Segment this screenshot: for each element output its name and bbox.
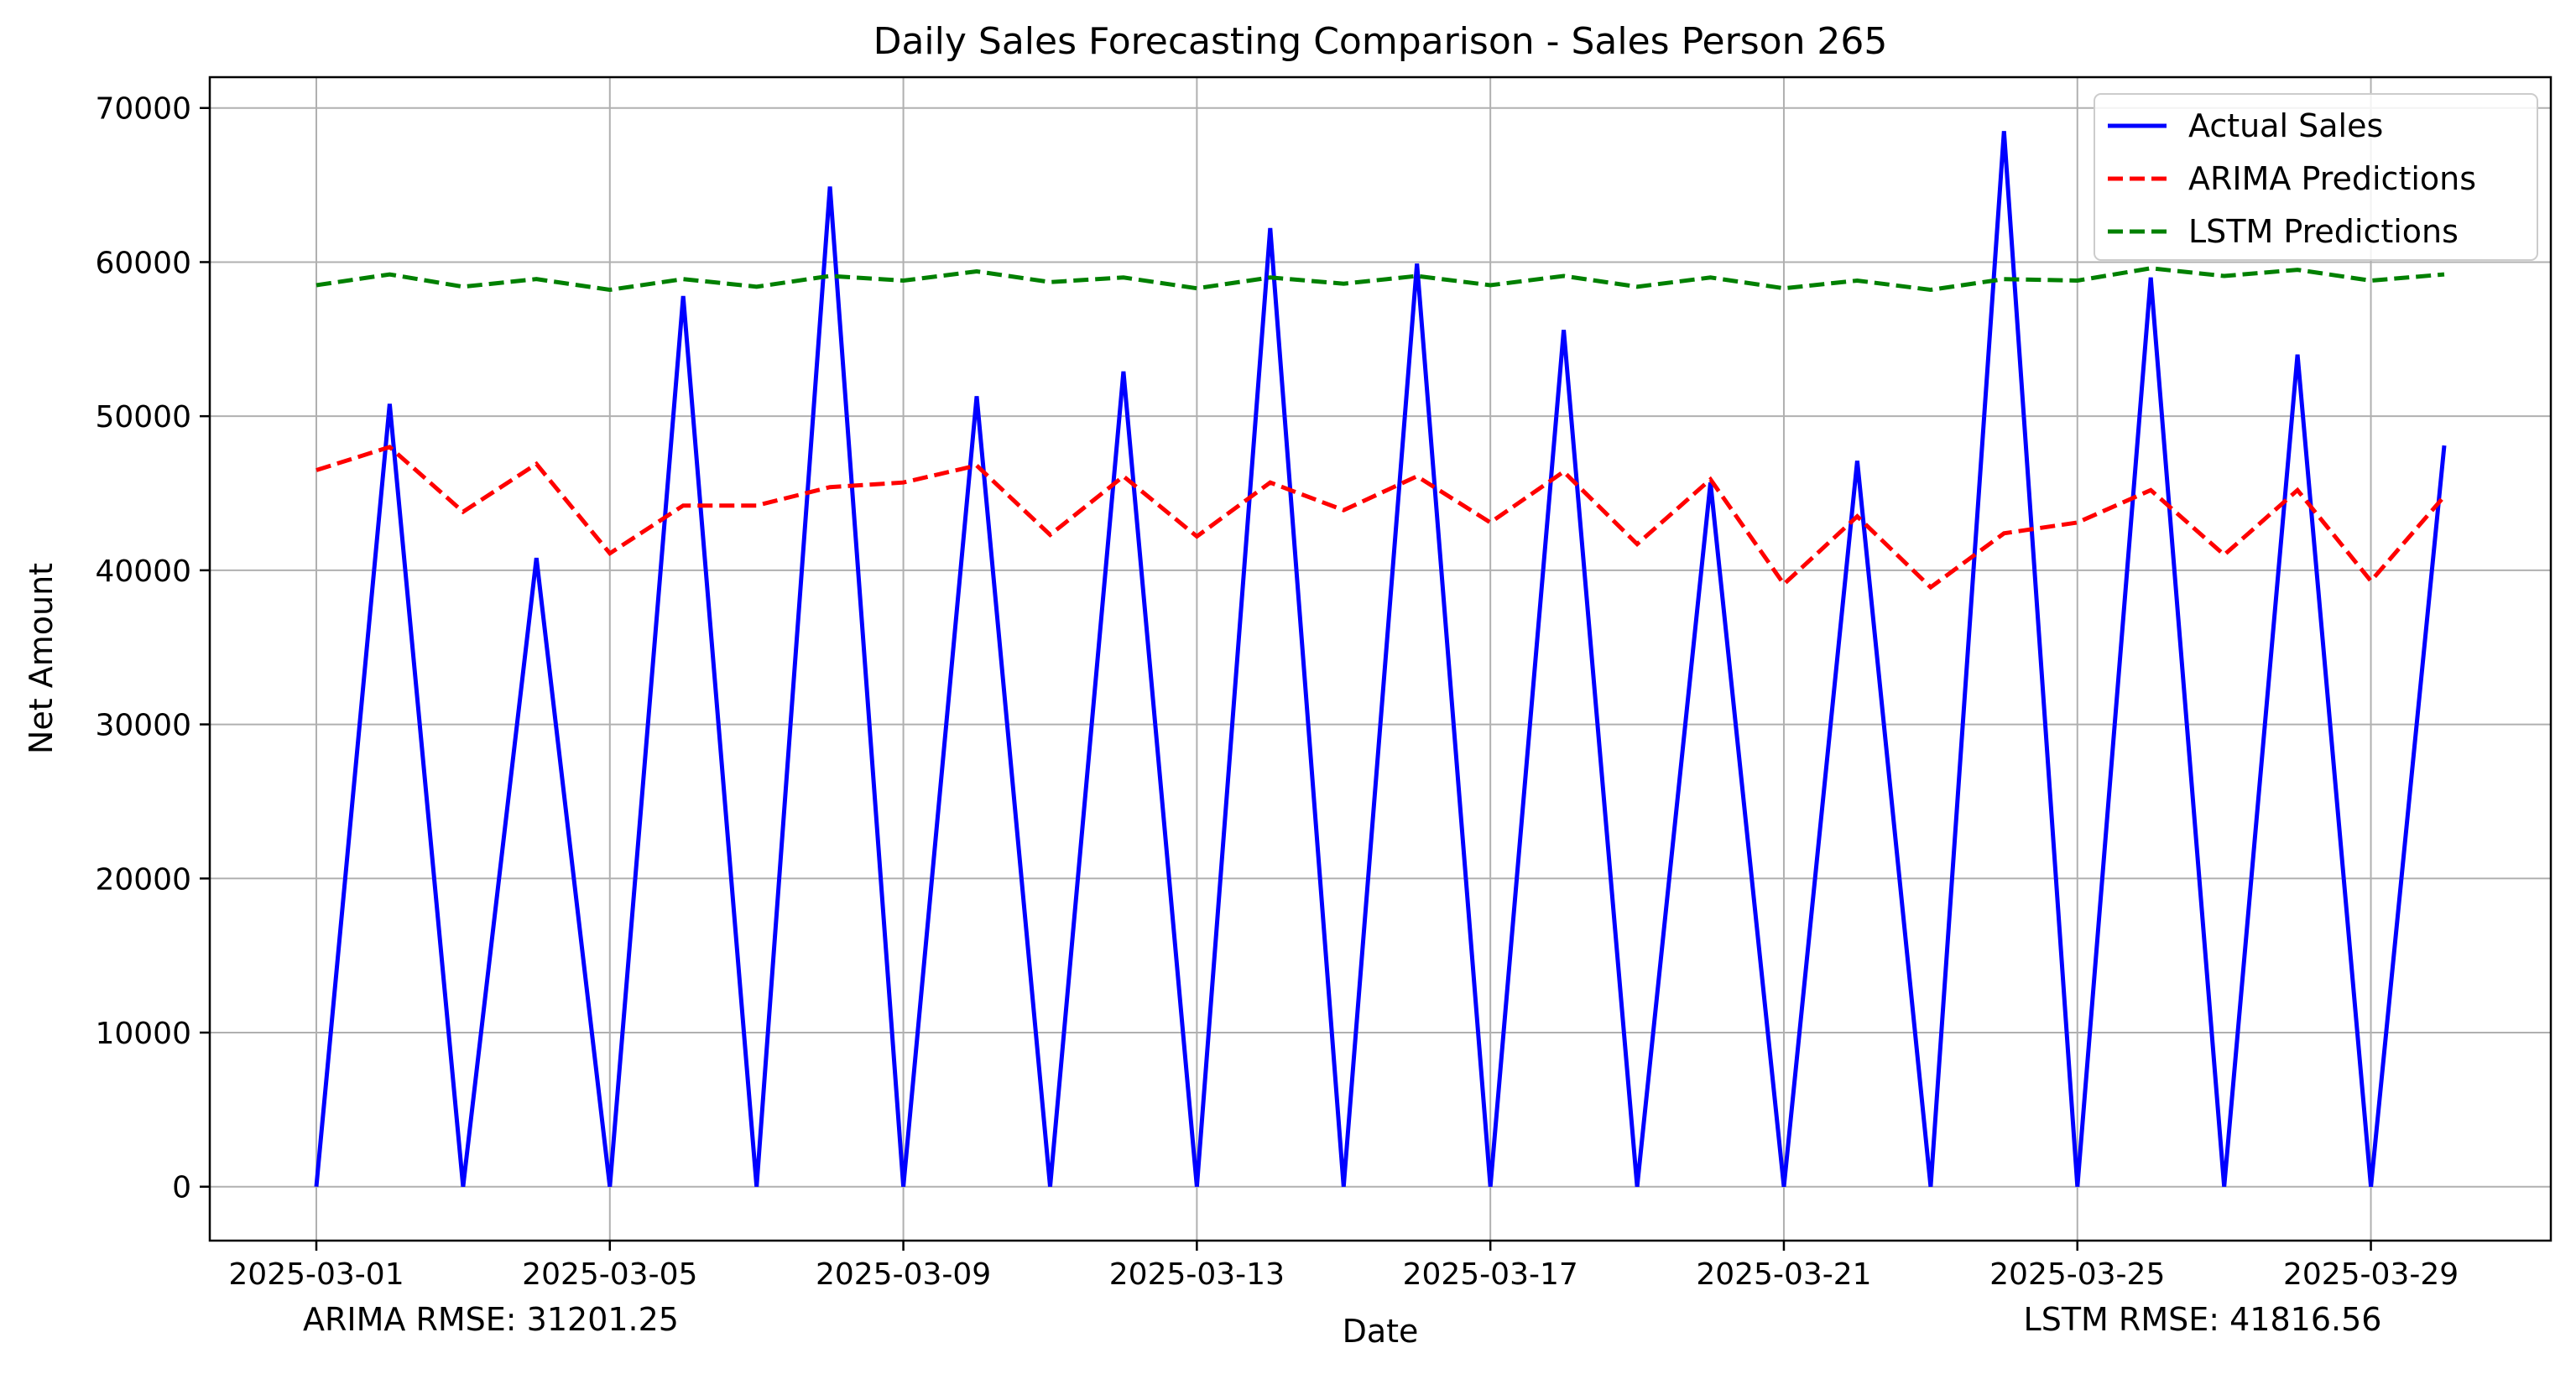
y-tick-label: 0 <box>172 1171 191 1205</box>
y-tick-label: 40000 <box>95 554 191 589</box>
y-tick-label: 10000 <box>95 1017 191 1051</box>
axis-ticks: 0 10000 20000 30000 40000 50000 60000 70000 2025… <box>95 92 2459 1292</box>
y-tick-label: 60000 <box>95 246 191 280</box>
x-tick-label: 2025-03-01 <box>228 1257 404 1292</box>
x-tick-label: 2025-03-21 <box>1696 1257 1871 1292</box>
plot-area-frame <box>208 75 2553 1242</box>
arima-rmse-annotation: ARIMA RMSE: 31201.25 <box>303 1301 679 1338</box>
x-tick-label: 2025-03-25 <box>1989 1257 2165 1292</box>
series-line-arima-predictions <box>315 445 2446 591</box>
x-axis-label: Date <box>1343 1313 1419 1350</box>
x-tick-label: 2025-03-29 <box>2283 1257 2459 1292</box>
y-tick-label: 70000 <box>95 92 191 127</box>
chart-title: Daily Sales Forecasting Comparison - Sal… <box>873 20 1888 63</box>
series-line-actual-sales <box>314 131 2447 1187</box>
y-tick-label: 20000 <box>95 862 191 897</box>
grid-lines <box>210 77 2551 1241</box>
series-line-lstm-predictions <box>315 266 2445 293</box>
lstm-rmse-annotation: LSTM RMSE: 41816.56 <box>2024 1301 2382 1338</box>
x-tick-label: 2025-03-13 <box>1109 1257 1285 1292</box>
series-lines <box>314 131 2447 1187</box>
y-tick-label: 50000 <box>95 400 191 435</box>
y-axis-label: Net Amount <box>23 563 60 754</box>
x-tick-label: 2025-03-09 <box>816 1257 991 1292</box>
legend-label: ARIMA Predictions <box>2188 160 2476 197</box>
legend-box <box>2094 93 2538 261</box>
x-tick-label: 2025-03-17 <box>1403 1257 1578 1292</box>
x-tick-label: 2025-03-05 <box>522 1257 697 1292</box>
y-tick-label: 30000 <box>95 709 191 743</box>
legend-label: Actual Sales <box>2188 107 2383 144</box>
legend: Actual Sales ARIMA Predictions LSTM Predic… <box>2094 93 2538 261</box>
legend-label: LSTM Predictions <box>2188 213 2459 250</box>
